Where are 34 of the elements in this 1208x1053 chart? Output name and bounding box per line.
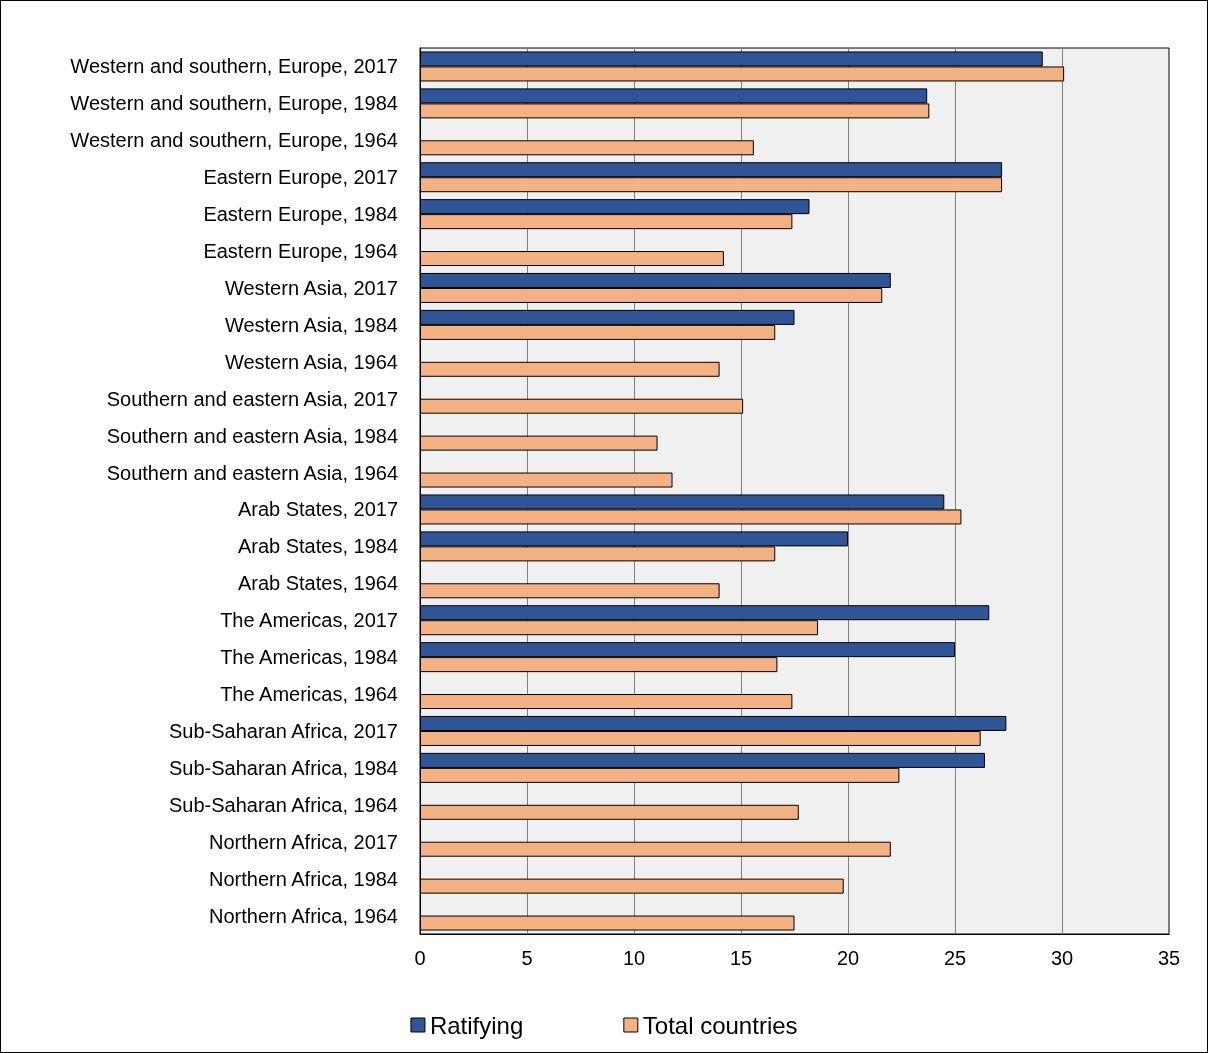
y-tick-label: Northern Africa, 2017 xyxy=(209,830,398,853)
x-tick-label: 30 xyxy=(1050,947,1074,969)
y-tick-label: Northern Africa, 1964 xyxy=(209,904,398,927)
y-tick-label: Western Asia, 1984 xyxy=(224,313,398,336)
y-tick-label: Eastern Europe, 2017 xyxy=(203,166,398,189)
y-tick-label: Sub-Saharan Africa, 1964 xyxy=(168,793,398,816)
y-tick-label: Western and southern, Europe, 1964 xyxy=(70,129,398,152)
y-tick-label: The Americas, 2017 xyxy=(220,609,398,632)
y-tick-label: Western and southern, Europe, 2017 xyxy=(70,55,398,78)
y-tick-label: Sub-Saharan Africa, 1984 xyxy=(168,756,398,779)
x-tick-label: 5 xyxy=(521,947,533,969)
x-tick-label: 0 xyxy=(414,947,426,969)
y-tick-label: Arab States, 1964 xyxy=(237,572,398,595)
y-tick-label: Eastern Europe, 1964 xyxy=(203,240,398,263)
x-tick-label: 15 xyxy=(729,947,753,969)
y-tick-label: Arab States, 1984 xyxy=(237,535,398,558)
legend-label: Total countries xyxy=(642,1011,798,1039)
y-tick-label: Southern and eastern Asia, 1964 xyxy=(106,461,398,484)
y-tick-label: Northern Africa, 1984 xyxy=(209,867,398,890)
y-tick-label: Arab States, 2017 xyxy=(237,498,398,521)
y-tick-label: Southern and eastern Asia, 1984 xyxy=(106,424,398,447)
y-tick-label: Western Asia, 2017 xyxy=(224,276,398,299)
y-tick-label: The Americas, 1984 xyxy=(220,646,398,669)
y-tick-label: Sub-Saharan Africa, 2017 xyxy=(168,719,398,742)
y-tick-label: The Americas, 1964 xyxy=(220,683,398,706)
y-tick-label: Western and southern, Europe, 1984 xyxy=(70,92,398,115)
y-tick-label: Western Asia, 1964 xyxy=(224,350,398,373)
legend-label: Ratifying xyxy=(429,1011,524,1039)
y-tick-label: Eastern Europe, 1984 xyxy=(203,203,398,226)
x-tick-label: 10 xyxy=(622,947,646,969)
x-tick-label: 20 xyxy=(836,947,860,969)
x-tick-label: 25 xyxy=(943,947,967,969)
x-tick-label: 35 xyxy=(1157,947,1181,969)
y-tick-label: Southern and eastern Asia, 2017 xyxy=(106,387,398,410)
